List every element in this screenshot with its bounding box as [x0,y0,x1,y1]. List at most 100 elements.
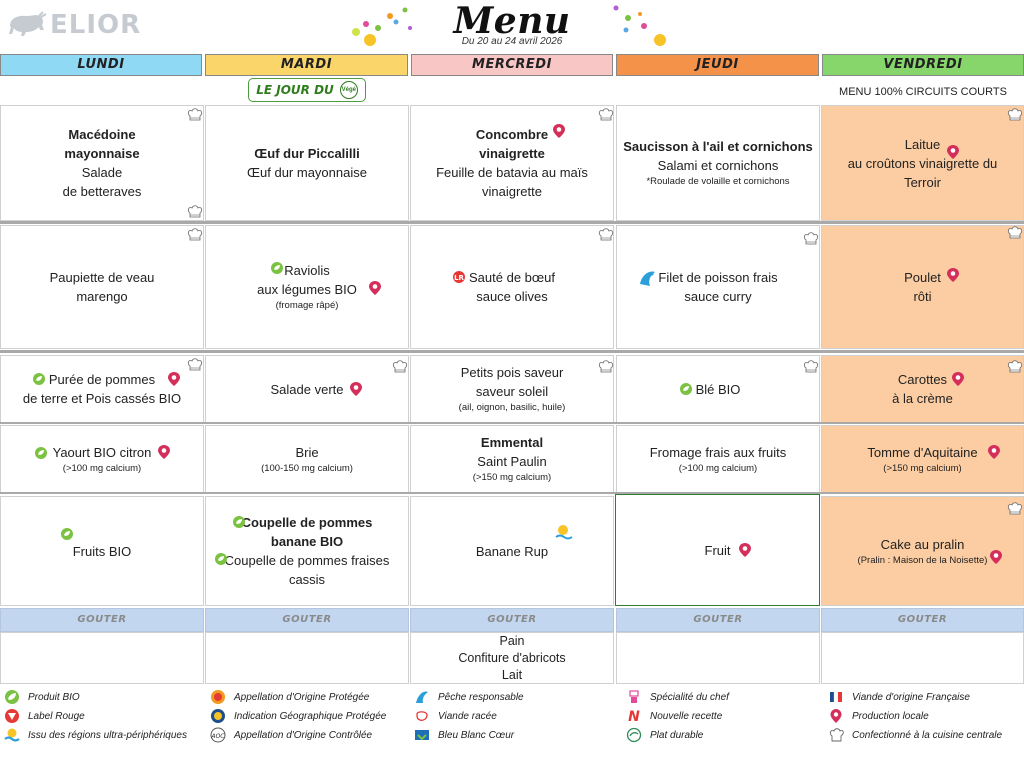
dish-note: (ail, oignon, basilic, huile) [458,402,566,413]
day-header-jeudi: JEUDI [616,54,819,76]
dish: Fromage frais aux fruits [649,444,787,460]
dish: marengo [76,289,128,304]
legend-item: Plat durable [626,726,703,744]
dish: Emmental [480,435,544,450]
legend-label: Label Rouge [28,710,85,722]
dish: Fruit [704,542,731,558]
dish: Raviolis [284,263,330,278]
dish-note: (>150 mg calcium) [472,472,552,483]
cell-lundi-laitage: Yaourt BIO citron (>100 mg calcium) [0,425,204,493]
veggie-day-label: LE JOUR DU [256,83,334,97]
legend-item: Bleu Blanc Cœur [414,726,514,744]
gouter-cell-mardi [205,632,409,684]
gouter-cell-mercredi: Pain Confiture d'abricots Lait [410,632,614,684]
aoc-icon: AOC [210,727,226,743]
day-header-mardi: MARDI [205,54,408,76]
dish: Petits pois saveur [460,365,564,380]
dish: Œuf dur Piccalilli [254,146,360,161]
dish: Concombre [475,127,549,142]
cell-lundi-dessert: Fruits BIO [0,496,204,606]
dish: Salami et cornichons [657,158,779,173]
gouter-item: Confiture d'abricots [458,650,566,665]
dish: de terre et Pois cassés BIO [22,391,182,406]
legend-item: Viande racée [414,707,497,725]
confetti-dots-decoration [352,5,666,46]
cell-vendredi-plat: Poulet rôti [821,225,1024,349]
dish: Terroir [904,174,941,190]
gouter-header-vendredi: GOUTER [821,608,1024,632]
legend: Produit BIO Label Rouge Issu des régions… [0,687,1024,762]
dish: vinaigrette [479,146,545,161]
legend-item: Label Rouge [4,707,85,725]
dish: Brie [295,444,319,460]
cell-jeudi-dessert: Fruit [615,494,820,606]
bull-logo-icon [9,11,47,36]
veggie-badge-icon: Végé [339,81,358,99]
friday-note: MENU 100% CIRCUITS COURTS [839,86,1007,98]
dish: au croûtons vinaigrette du [847,155,998,171]
dish: Purée de pommes [48,372,156,387]
dish: mayonnaise [64,146,140,161]
cell-lundi-garniture: Purée de pommes de terre et Pois cassés … [0,355,204,423]
legend-item: Appellation d'Origine Protégée [210,688,369,706]
cell-mardi-garniture: Salade verte [205,355,409,423]
svg-text:AOC: AOC [210,733,225,740]
cell-mardi-plat: Raviolis aux légumes BIO (fromage râpé) [205,225,409,349]
gouter-header-lundi: GOUTER [0,608,204,632]
legend-item: Issu des régions ultra-périphériques [4,726,187,744]
legend-label: Produit BIO [28,691,80,703]
legend-item: Indication Géographique Protégée [210,707,386,725]
day-header-mercredi: MERCREDI [411,54,613,76]
gouter-header-jeudi: GOUTER [616,608,820,632]
row-separator [0,350,1024,353]
dish: de betteraves [62,184,142,199]
cell-vendredi-dessert: Cake au pralin (Pralin : Maison de la No… [821,496,1024,606]
chef-special-icon [629,690,639,703]
igp-icon [211,709,225,723]
dish: à la crème [892,391,953,406]
gouter-item: Lait [501,667,523,682]
dish: Blé BIO [695,381,741,397]
row-separator [0,492,1024,494]
cell-lundi-plat: Paupiette de veau marengo [0,225,204,349]
french-flag-icon [830,691,842,703]
legend-label: Plat durable [650,729,704,741]
legend-label: Viande racée [438,710,497,722]
dish: Œuf dur mayonnaise [247,165,367,180]
dish: Laitue [904,136,941,152]
cell-mercredi-dessert: Banane Rup [410,496,614,606]
meat-breed-icon [416,711,428,721]
dish: Salade verte [270,381,344,397]
row-separator [0,422,1024,424]
row-separator [0,221,1024,224]
fish-icon [416,691,428,703]
dish: cassis [288,572,326,587]
dish: saveur soleil [475,384,549,399]
dish: Coupelle de pommes fraises [224,553,390,568]
cell-jeudi-plat: Filet de poisson frais sauce curry [616,225,820,349]
dish: Fruits BIO [72,543,132,559]
cell-lundi-entree: Macédoine mayonnaise Salade de betterave… [0,105,204,221]
legend-item: Confectionné à la cuisine centrale [828,726,1002,744]
dish-note: (>100 mg calcium) [678,462,758,474]
gouter-item: Pain [499,633,525,648]
page-subtitle: Du 20 au 24 avril 2026 [461,36,563,47]
bio-icon [5,690,19,704]
ultra-peripheral-icon [4,728,20,742]
dish: banane BIO [270,534,344,549]
dish: Salade [81,165,123,180]
cell-jeudi-garniture: Blé BIO [616,355,820,423]
gouter-cell-jeudi [616,632,820,684]
dish: sauce curry [684,289,752,304]
cell-vendredi-laitage: Tomme d'Aquitaine (>150 mg calcium) [821,425,1024,493]
dish: Tomme d'Aquitaine [867,444,978,460]
legend-label: Appellation d'Origine Contrôlée [234,729,373,741]
dish: Macédoine [68,127,136,142]
dish: rôti [913,289,932,304]
dish: vinaigrette [482,184,542,199]
dish-note: (>150 mg calcium) [883,462,962,474]
gouter-header-mercredi: GOUTER [410,608,614,632]
cell-vendredi-garniture: Carottes à la crème [821,355,1024,423]
cell-mercredi-plat: Sauté de bœuf sauce olives [410,225,614,349]
dish-note: (Pralin : Maison de la Noisette) [857,554,988,566]
